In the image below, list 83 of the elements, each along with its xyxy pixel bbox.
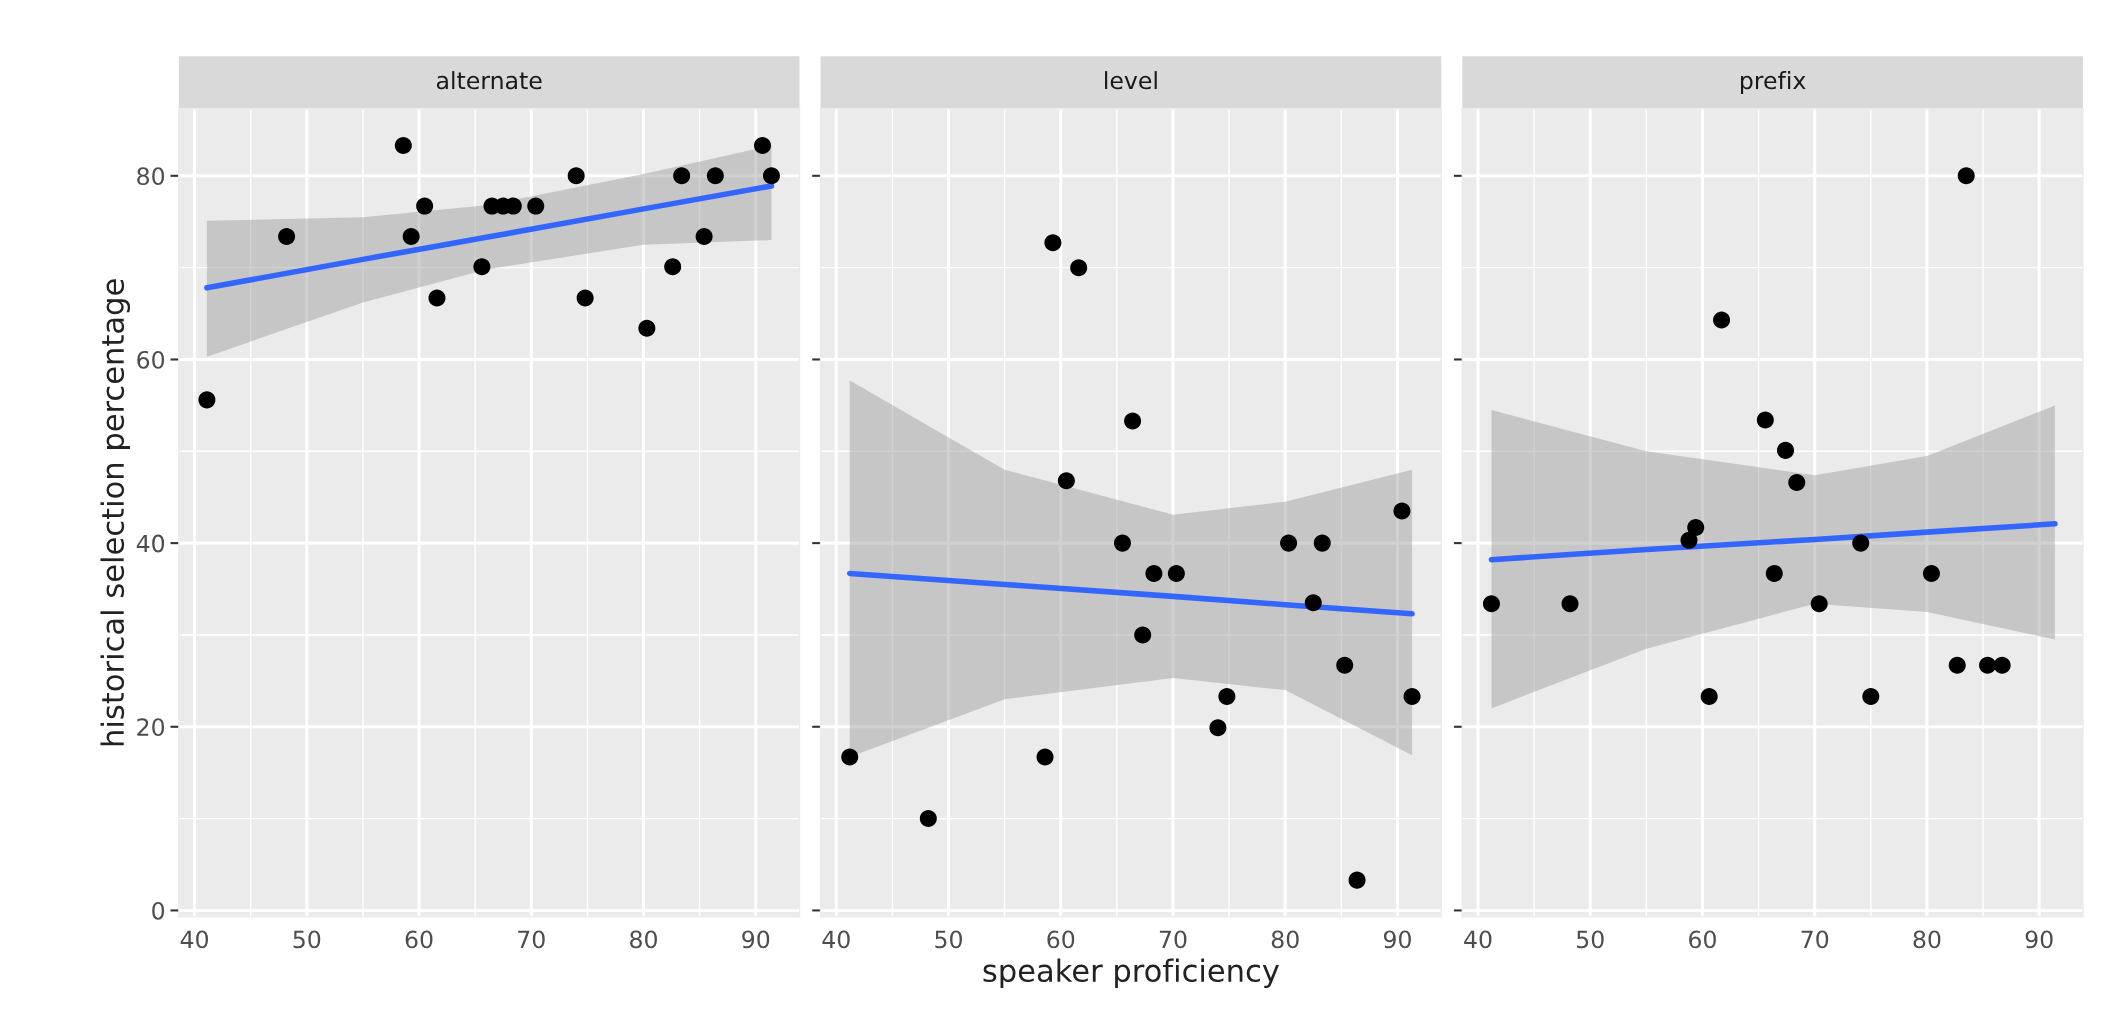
point <box>1810 595 1828 613</box>
point <box>1304 594 1322 612</box>
x-tick-label: 70 <box>1801 930 1829 949</box>
point <box>1057 472 1075 490</box>
x-tick-label: 40 <box>180 930 209 949</box>
point <box>1167 564 1185 582</box>
y-axis-title: historical selection percentage <box>100 279 131 746</box>
point <box>1313 534 1331 552</box>
x-tick-label: 40 <box>822 930 850 949</box>
point <box>1922 564 1940 582</box>
point <box>762 167 780 185</box>
point <box>1765 564 1783 582</box>
point <box>576 289 594 307</box>
x-tick-label: 50 <box>1577 930 1604 949</box>
point <box>198 391 216 409</box>
point <box>695 227 713 245</box>
point <box>706 167 724 185</box>
point <box>394 137 412 155</box>
y-tick-label: 20 <box>137 718 165 737</box>
point <box>1145 564 1163 582</box>
point <box>1124 412 1142 430</box>
point <box>416 197 434 215</box>
point <box>1044 234 1062 252</box>
x-tick-label: 70 <box>1159 930 1187 949</box>
point <box>1687 519 1705 537</box>
point <box>1036 748 1054 766</box>
point <box>1280 534 1298 552</box>
x-axis-title: speaker proficiency <box>983 958 1280 989</box>
x-tick-label: 80 <box>1913 930 1941 949</box>
point <box>473 258 491 276</box>
point <box>1713 311 1731 329</box>
x-tick-label: 50 <box>293 930 321 949</box>
y-tick-label: 80 <box>137 167 165 186</box>
x-tick-label: 60 <box>1689 930 1716 949</box>
point <box>753 137 771 155</box>
point <box>638 319 656 337</box>
point <box>1788 474 1806 492</box>
point <box>1680 531 1698 549</box>
point <box>1482 595 1500 613</box>
point <box>1852 534 1870 552</box>
x-tick-label: 60 <box>405 930 433 949</box>
point <box>919 810 937 828</box>
point <box>1218 687 1236 705</box>
point <box>1948 656 1966 674</box>
point <box>567 167 585 185</box>
x-tick-label: 50 <box>935 930 962 949</box>
point <box>1979 656 1997 674</box>
point <box>278 227 296 245</box>
point <box>1070 259 1088 277</box>
point <box>1957 167 1975 185</box>
point <box>1393 502 1411 520</box>
x-tick-label: 70 <box>518 930 545 949</box>
point <box>841 748 859 766</box>
point <box>1993 656 2011 674</box>
point <box>1134 626 1152 644</box>
point <box>527 197 545 215</box>
y-tick-label: 0 <box>152 901 165 920</box>
x-tick-label: 60 <box>1047 930 1075 949</box>
x-tick-label: 40 <box>1464 930 1492 949</box>
chart-title: alternate <box>436 71 542 90</box>
point <box>1113 534 1131 552</box>
point <box>664 258 682 276</box>
point <box>1209 719 1227 737</box>
point <box>402 227 420 245</box>
chart-title: level <box>1105 71 1157 90</box>
point <box>1348 871 1366 889</box>
point <box>1756 411 1774 429</box>
chart-title: prefix <box>1740 71 1806 94</box>
y-tick-label: 40 <box>136 534 165 553</box>
point <box>1561 595 1579 613</box>
point <box>1777 441 1795 459</box>
x-tick-label: 90 <box>1383 930 1411 949</box>
point <box>673 167 691 185</box>
x-tick-label: 80 <box>1271 930 1299 949</box>
x-tick-label: 90 <box>2025 930 2053 949</box>
point <box>1403 687 1421 705</box>
x-tick-label: 90 <box>742 930 770 949</box>
point <box>1336 656 1354 674</box>
point <box>1700 687 1718 705</box>
y-tick-label: 60 <box>137 350 165 369</box>
x-tick-label: 80 <box>630 930 657 949</box>
point <box>1862 687 1880 705</box>
point <box>428 289 446 307</box>
